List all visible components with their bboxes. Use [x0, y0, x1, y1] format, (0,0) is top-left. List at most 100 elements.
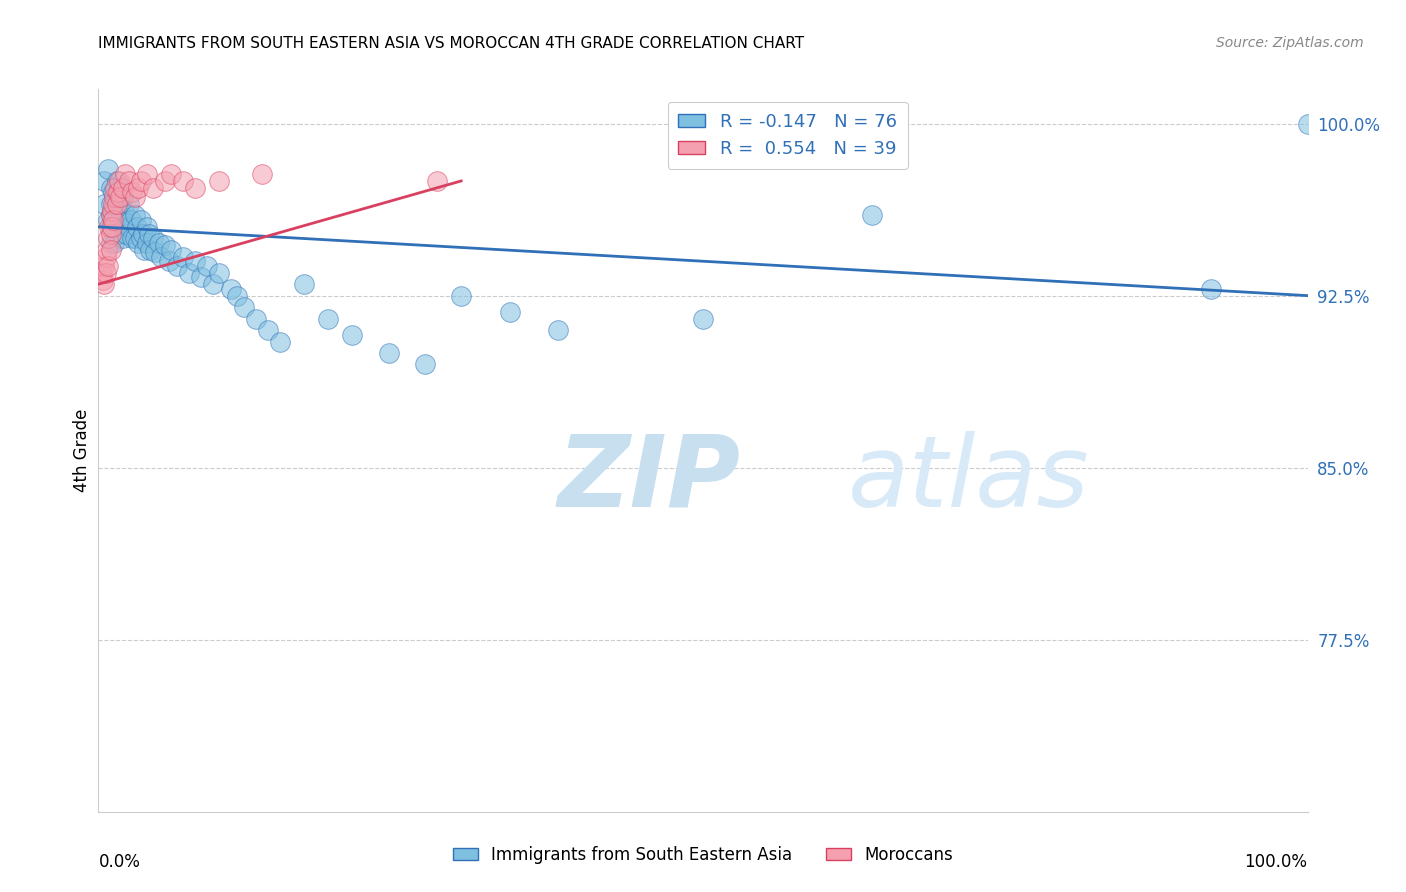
Y-axis label: 4th Grade: 4th Grade: [73, 409, 91, 492]
Point: [316, 311, 339, 326]
Point: [124, 208, 146, 222]
Point: [97, 231, 120, 245]
Point: [127, 181, 149, 195]
Point: [96, 243, 118, 257]
Point: [142, 231, 165, 245]
Point: [135, 235, 157, 250]
Point: [93, 197, 115, 211]
Point: [450, 288, 472, 302]
Point: [129, 174, 152, 188]
Point: [134, 243, 156, 257]
Point: [105, 174, 128, 188]
Text: IMMIGRANTS FROM SOUTH EASTERN ASIA VS MOROCCAN 4TH GRADE CORRELATION CHART: IMMIGRANTS FROM SOUTH EASTERN ASIA VS MO…: [98, 36, 804, 51]
Point: [108, 181, 131, 195]
Point: [153, 174, 176, 188]
Point: [860, 208, 883, 222]
Point: [692, 311, 714, 326]
Point: [94, 250, 117, 264]
Point: [120, 213, 142, 227]
Point: [377, 346, 399, 360]
Point: [101, 186, 124, 200]
Text: Source: ZipAtlas.com: Source: ZipAtlas.com: [1216, 36, 1364, 50]
Point: [93, 277, 115, 292]
Point: [179, 266, 201, 280]
Point: [129, 213, 152, 227]
Point: [139, 243, 162, 257]
Point: [232, 300, 254, 314]
Point: [98, 219, 121, 234]
Point: [100, 197, 122, 211]
Point: [221, 282, 243, 296]
Point: [1199, 282, 1222, 296]
Point: [105, 208, 128, 222]
Point: [250, 167, 273, 181]
Point: [127, 235, 149, 250]
Point: [172, 174, 194, 188]
Point: [153, 238, 176, 252]
Point: [208, 266, 231, 280]
Point: [132, 227, 155, 241]
Point: [93, 259, 115, 273]
Point: [91, 272, 114, 286]
Point: [108, 174, 131, 188]
Point: [195, 259, 218, 273]
Point: [121, 231, 143, 245]
Point: [108, 197, 131, 211]
Point: [118, 197, 141, 211]
Point: [108, 190, 131, 204]
Point: [184, 254, 207, 268]
Point: [100, 227, 122, 241]
Point: [105, 190, 128, 204]
Point: [129, 231, 152, 245]
Point: [256, 323, 278, 337]
Point: [111, 190, 134, 204]
Point: [97, 259, 120, 273]
Point: [342, 327, 364, 342]
Point: [91, 266, 114, 280]
Point: [135, 167, 157, 181]
Point: [100, 235, 122, 250]
Point: [100, 219, 122, 234]
Point: [143, 245, 166, 260]
Point: [103, 219, 125, 234]
Point: [111, 181, 134, 195]
Point: [150, 250, 173, 264]
Point: [101, 213, 124, 227]
Point: [208, 174, 231, 188]
Point: [160, 243, 183, 257]
Point: [93, 174, 115, 188]
Point: [121, 186, 143, 200]
Point: [97, 213, 120, 227]
Point: [100, 181, 122, 195]
Point: [166, 259, 188, 273]
Point: [148, 235, 170, 250]
Point: [138, 227, 160, 241]
Point: [108, 213, 131, 227]
Point: [142, 181, 165, 195]
Point: [105, 227, 128, 241]
Point: [124, 190, 146, 204]
Point: [112, 203, 135, 218]
Point: [103, 235, 125, 250]
Point: [100, 208, 122, 222]
Point: [114, 167, 136, 181]
Point: [108, 208, 131, 222]
Point: [160, 167, 183, 181]
Point: [190, 270, 212, 285]
Point: [114, 215, 136, 229]
Point: [97, 162, 120, 177]
Point: [111, 231, 134, 245]
Point: [184, 181, 207, 195]
Text: 100.0%: 100.0%: [1244, 853, 1308, 871]
Point: [202, 277, 225, 292]
Point: [100, 203, 122, 218]
Point: [135, 219, 157, 234]
Legend: R = -0.147   N = 76, R =  0.554   N = 39: R = -0.147 N = 76, R = 0.554 N = 39: [668, 102, 908, 169]
Point: [245, 311, 267, 326]
Point: [100, 219, 122, 234]
Point: [100, 243, 122, 257]
Point: [101, 208, 124, 222]
Point: [103, 190, 125, 204]
Point: [94, 266, 117, 280]
Point: [157, 254, 180, 268]
